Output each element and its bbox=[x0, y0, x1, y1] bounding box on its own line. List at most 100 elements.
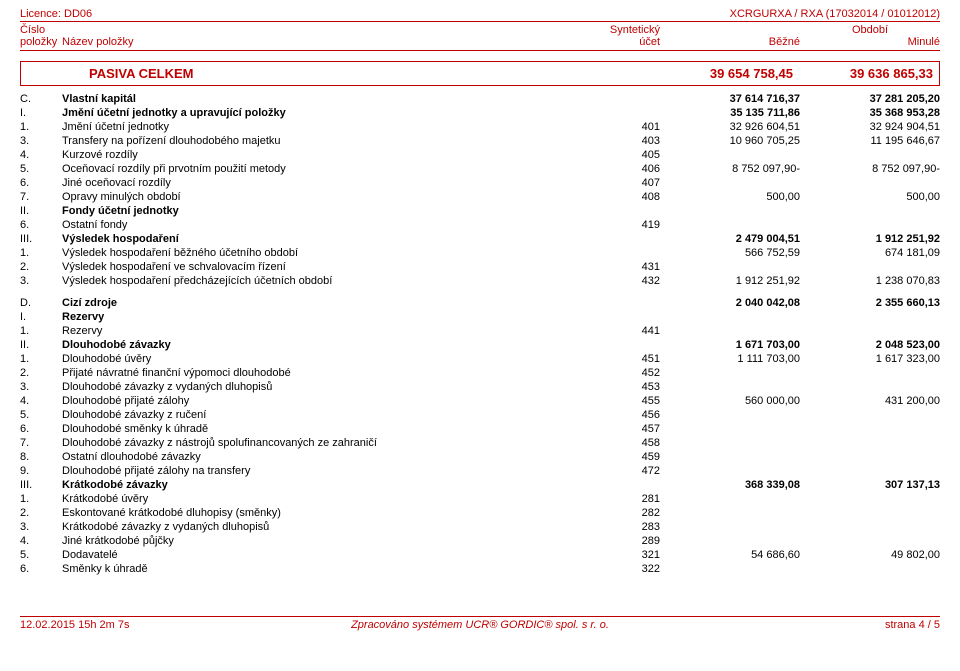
row-name: Výsledek hospodaření předcházejících úče… bbox=[62, 275, 540, 287]
row-num: III. bbox=[20, 233, 62, 245]
row-value-current: 35 135 711,86 bbox=[660, 107, 800, 119]
row-name: Ostatní dlouhodobé závazky bbox=[62, 451, 540, 463]
table-row: II.Dlouhodobé závazky 1 671 703,002 048 5… bbox=[20, 338, 940, 352]
row-name: Dlouhodobé závazky bbox=[62, 339, 540, 351]
row-account: 458 bbox=[540, 437, 660, 449]
table-row: I.Jmění účetní jednotky a upravující pol… bbox=[20, 106, 940, 120]
row-value-current: 54 686,60 bbox=[660, 549, 800, 561]
table-row: 6.Dlouhodobé směnky k úhradě457 bbox=[20, 422, 940, 436]
row-account: 472 bbox=[540, 465, 660, 477]
row-account: 457 bbox=[540, 423, 660, 435]
row-num: 1. bbox=[20, 353, 62, 365]
row-name: Eskontované krátkodobé dluhopisy (směnky… bbox=[62, 507, 540, 519]
ch-period: Období bbox=[800, 24, 940, 36]
table-row: 4.Kurzové rozdíly405 bbox=[20, 148, 940, 162]
row-name: Dlouhodobé přijaté zálohy na transfery bbox=[62, 465, 540, 477]
section-title: PASIVA CELKEM bbox=[69, 66, 533, 81]
row-num: 9. bbox=[20, 465, 62, 477]
row-value-previous: 307 137,13 bbox=[800, 479, 940, 491]
row-value-previous: 2 048 523,00 bbox=[800, 339, 940, 351]
row-name: Opravy minulých období bbox=[62, 191, 540, 203]
row-num: 3. bbox=[20, 275, 62, 287]
row-value-current: 1 912 251,92 bbox=[660, 275, 800, 287]
row-num: 3. bbox=[20, 521, 62, 533]
table-row: 1.Jmění účetní jednotky40132 926 604,513… bbox=[20, 120, 940, 134]
table-row: 3.Transfery na pořízení dlouhodobého maj… bbox=[20, 134, 940, 148]
table-row: 3.Dlouhodobé závazky z vydaných dluhopis… bbox=[20, 380, 940, 394]
row-value-current: 368 339,08 bbox=[660, 479, 800, 491]
row-account: 283 bbox=[540, 521, 660, 533]
row-value-previous: 1 912 251,92 bbox=[800, 233, 940, 245]
row-value-current: 10 960 705,25 bbox=[660, 135, 800, 147]
row-num: 1. bbox=[20, 493, 62, 505]
row-value-current: 1 671 703,00 bbox=[660, 339, 800, 351]
row-value-previous: 1 617 323,00 bbox=[800, 353, 940, 365]
row-value-current: 2 479 004,51 bbox=[660, 233, 800, 245]
row-name: Cizí zdroje bbox=[62, 297, 540, 309]
table-row: 4.Jiné krátkodobé půjčky289 bbox=[20, 534, 940, 548]
table-row: 2.Výsledek hospodaření ve schvalovacím ř… bbox=[20, 260, 940, 274]
row-name: Transfery na pořízení dlouhodobého majet… bbox=[62, 135, 540, 147]
table-row: III.Krátkodobé závazky368 339,08307 137,… bbox=[20, 478, 940, 492]
row-value-current: 1 111 703,00 bbox=[660, 353, 800, 365]
row-account: 407 bbox=[540, 177, 660, 189]
table-row: 4.Dlouhodobé přijaté zálohy455560 000,00… bbox=[20, 394, 940, 408]
row-name: Dlouhodobé závazky z vydaných dluhopisů bbox=[62, 381, 540, 393]
table-row: 1.Dlouhodobé úvěry4511 111 703,001 617 3… bbox=[20, 352, 940, 366]
row-num: 5. bbox=[20, 163, 62, 175]
table-row: 8.Ostatní dlouhodobé závazky459 bbox=[20, 450, 940, 464]
row-num: C. bbox=[20, 93, 62, 105]
row-name: Jmění účetní jednotky bbox=[62, 121, 540, 133]
ch-ucet-2: účet bbox=[540, 36, 660, 48]
row-num: 7. bbox=[20, 437, 62, 449]
table-row: 5.Oceňovací rozdíly při prvotním použití… bbox=[20, 162, 940, 176]
row-name: Jmění účetní jednotky a upravující polož… bbox=[62, 107, 540, 119]
row-num: 2. bbox=[20, 367, 62, 379]
row-value-previous: 674 181,09 bbox=[800, 247, 940, 259]
row-num: 8. bbox=[20, 451, 62, 463]
row-value-current: 2 040 042,08 bbox=[660, 297, 800, 309]
row-name: Dlouhodobé závazky z ručení bbox=[62, 409, 540, 421]
row-num: III. bbox=[20, 479, 62, 491]
row-account: 432 bbox=[540, 275, 660, 287]
row-name: Jiné oceňovací rozdíly bbox=[62, 177, 540, 189]
table-row: I.Rezervy bbox=[20, 310, 940, 324]
row-name: Krátkodobé úvěry bbox=[62, 493, 540, 505]
ch-v1: Běžné bbox=[660, 36, 800, 48]
row-account: 401 bbox=[540, 121, 660, 133]
row-account: 419 bbox=[540, 219, 660, 231]
row-account: 282 bbox=[540, 507, 660, 519]
row-account: 403 bbox=[540, 135, 660, 147]
row-value-previous: 8 752 097,90- bbox=[800, 163, 940, 175]
row-name: Dodavatelé bbox=[62, 549, 540, 561]
row-value-previous: 2 355 660,13 bbox=[800, 297, 940, 309]
ch-name-1 bbox=[62, 24, 540, 36]
row-num: 2. bbox=[20, 261, 62, 273]
license-label: Licence: DD06 bbox=[20, 8, 92, 20]
row-name: Rezervy bbox=[62, 325, 540, 337]
row-num: 6. bbox=[20, 423, 62, 435]
report-code: XCRGURXA / RXA (17032014 / 01012012) bbox=[730, 8, 940, 20]
row-value-current: 566 752,59 bbox=[660, 247, 800, 259]
row-value-current: 500,00 bbox=[660, 191, 800, 203]
table-row: 6.Ostatní fondy419 bbox=[20, 218, 940, 232]
row-num: 4. bbox=[20, 535, 62, 547]
table-row: D.Cizí zdroje2 040 042,082 355 660,13 bbox=[20, 296, 940, 310]
table-row: 1.Krátkodobé úvěry281 bbox=[20, 492, 940, 506]
row-value-current: 32 926 604,51 bbox=[660, 121, 800, 133]
row-num: 1. bbox=[20, 325, 62, 337]
table-row: 5.Dlouhodobé závazky z ručení456 bbox=[20, 408, 940, 422]
ch-name-2: Název položky bbox=[62, 36, 540, 48]
row-value-previous: 431 200,00 bbox=[800, 395, 940, 407]
row-num: 7. bbox=[20, 191, 62, 203]
row-num: 4. bbox=[20, 149, 62, 161]
row-account: 431 bbox=[540, 261, 660, 273]
row-name: Přijaté návratné finanční výpomoci dlouh… bbox=[62, 367, 540, 379]
footer: 12.02.2015 15h 2m 7s Zpracováno systémem… bbox=[20, 616, 940, 631]
table-row: 1.Rezervy441 bbox=[20, 324, 940, 338]
row-num: II. bbox=[20, 339, 62, 351]
table-body-2: D.Cizí zdroje2 040 042,082 355 660,13I.R… bbox=[20, 296, 940, 576]
row-num: 6. bbox=[20, 219, 62, 231]
row-account: 453 bbox=[540, 381, 660, 393]
row-num: I. bbox=[20, 311, 62, 323]
